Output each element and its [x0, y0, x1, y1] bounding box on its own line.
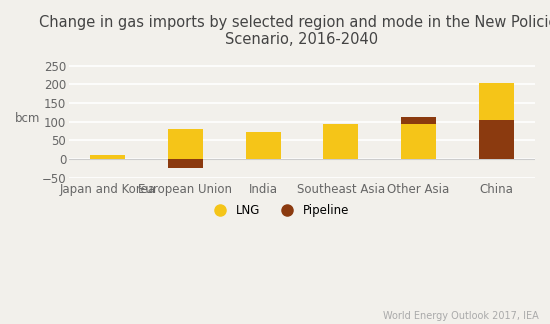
Text: World Energy Outlook 2017, IEA: World Energy Outlook 2017, IEA	[383, 311, 539, 321]
Legend: LNG, Pipeline: LNG, Pipeline	[203, 200, 354, 222]
Bar	[168, 159, 203, 168]
Bar	[323, 124, 359, 159]
Bar	[246, 132, 280, 159]
Bar	[479, 83, 514, 120]
Bar	[90, 155, 125, 159]
Title: Change in gas imports by selected region and mode in the New Policies
Scenario, : Change in gas imports by selected region…	[39, 15, 550, 47]
Y-axis label: bcm: bcm	[15, 111, 40, 124]
Bar	[401, 123, 436, 159]
Bar	[168, 129, 203, 159]
Bar	[479, 120, 514, 159]
Bar	[401, 117, 436, 123]
